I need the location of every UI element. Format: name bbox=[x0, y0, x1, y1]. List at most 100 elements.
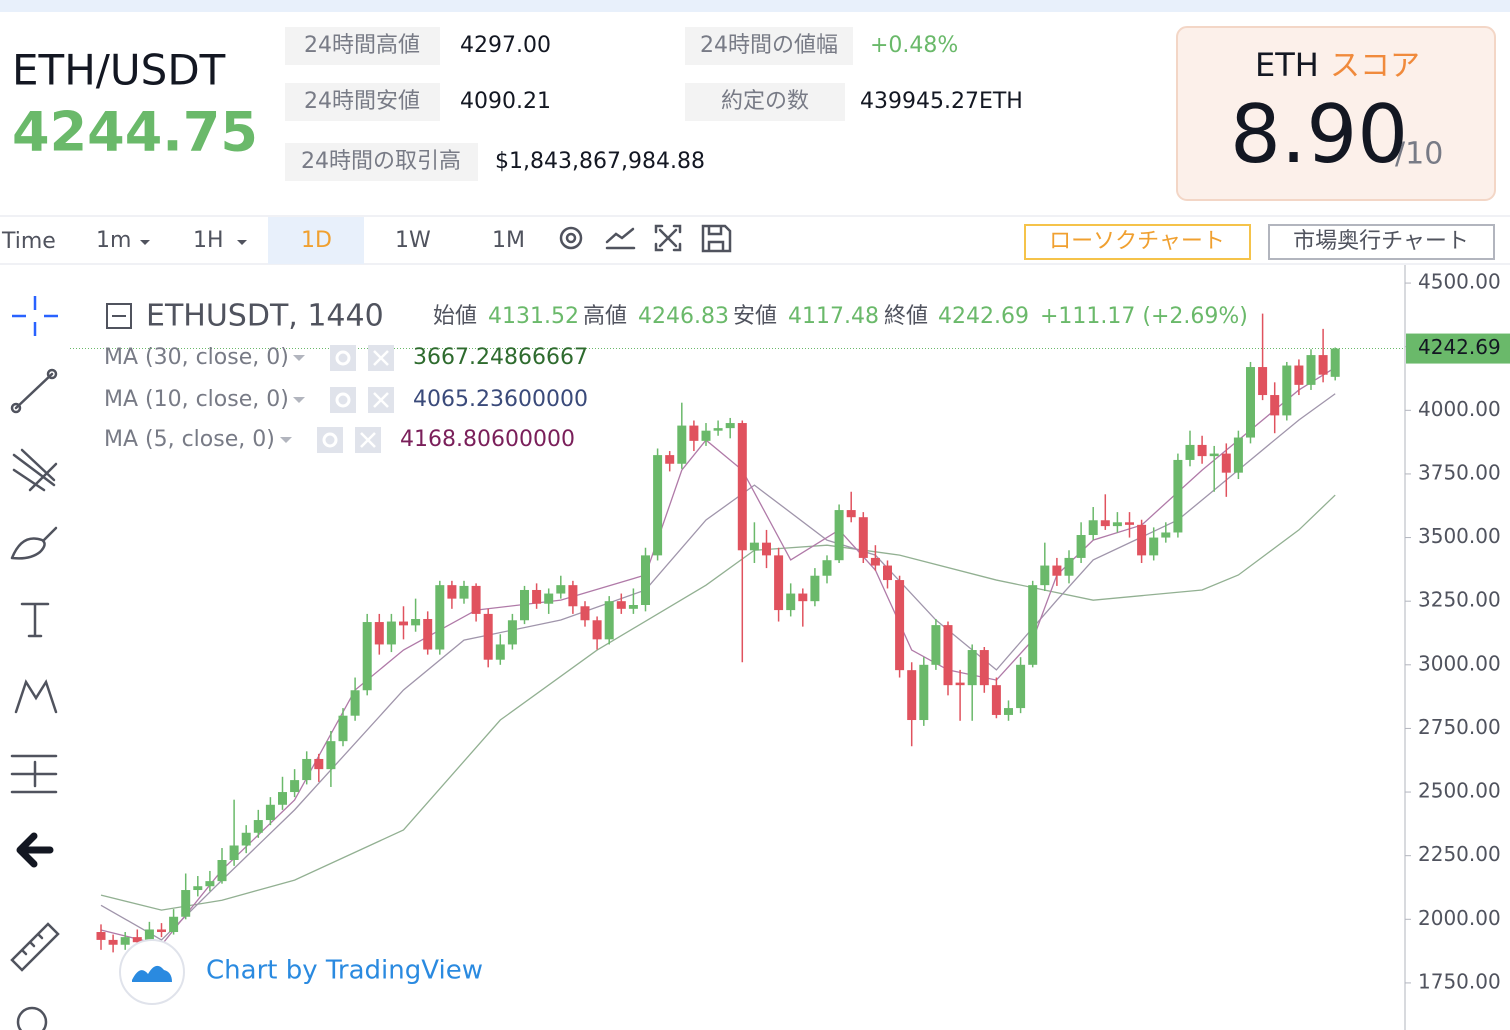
candle-chart-button[interactable] bbox=[1024, 224, 1251, 260]
y-tick-label: 1750.00 bbox=[1418, 969, 1501, 993]
fullscreen-icon[interactable] bbox=[654, 224, 682, 252]
candle-body bbox=[713, 428, 723, 431]
plot: 1750.00 2000.00 2250.00 2500.00 2750.00 3000.… bbox=[70, 270, 1510, 993]
interval[interactable]: 1D bbox=[301, 228, 332, 253]
button-label: 市場奥行チャート bbox=[1293, 229, 1469, 254]
ma-line bbox=[100, 393, 1336, 941]
stat-label: 24時間の値幅 bbox=[700, 33, 838, 58]
stat-box bbox=[685, 27, 853, 65]
interval[interactable]: 1H bbox=[193, 228, 224, 253]
candle-body bbox=[532, 589, 542, 604]
crosshair-tool[interactable] bbox=[12, 296, 58, 336]
zoom-tool[interactable] bbox=[16, 1006, 48, 1030]
candle-body bbox=[1221, 453, 1231, 473]
candle-body bbox=[653, 455, 663, 556]
button-label: ローソクチャート bbox=[1049, 229, 1225, 254]
ohlc-label: 終値 bbox=[884, 304, 928, 329]
settings-icon[interactable] bbox=[559, 226, 583, 250]
candle-body bbox=[302, 758, 312, 781]
price: 4244.75 bbox=[12, 101, 258, 164]
last-price-tag bbox=[1406, 333, 1510, 364]
stat-box bbox=[285, 83, 440, 121]
ruler-tool[interactable] bbox=[10, 922, 60, 972]
interval[interactable]: 1m bbox=[96, 228, 131, 253]
ma-settings[interactable] bbox=[330, 387, 356, 413]
candle-body bbox=[338, 715, 348, 742]
ohlc-value: 4246.83 bbox=[638, 304, 729, 329]
candle-body bbox=[1282, 365, 1292, 416]
candle-body bbox=[507, 620, 517, 645]
back-tool[interactable] bbox=[16, 832, 54, 868]
depth-chart-button[interactable] bbox=[1268, 224, 1495, 260]
fib-tool[interactable] bbox=[12, 448, 58, 492]
interval[interactable]: 1M bbox=[492, 228, 525, 253]
score-box bbox=[1176, 26, 1496, 201]
candle-body bbox=[1318, 355, 1328, 375]
stat-value: $1,843,867,984.88 bbox=[495, 149, 705, 174]
ohlc-label: 始値 bbox=[433, 304, 477, 329]
candle-body bbox=[1125, 522, 1134, 525]
candle-body bbox=[677, 425, 687, 464]
candle-body bbox=[520, 589, 529, 621]
candle-body bbox=[834, 510, 844, 561]
dropdown-caret bbox=[140, 240, 150, 245]
drawing-tools bbox=[10, 296, 60, 1030]
candle-body bbox=[181, 890, 191, 917]
attribution[interactable]: Chart by TradingView bbox=[206, 956, 483, 986]
candle-body bbox=[423, 618, 433, 650]
candle-body bbox=[907, 670, 917, 721]
ohlc-legend: 始値 4131.52 高値 4246.83 安値 4117.48 終値 4242.69 +111… bbox=[433, 304, 1248, 329]
candle-body bbox=[435, 585, 445, 650]
candle-body bbox=[1149, 537, 1159, 556]
pattern-tool[interactable] bbox=[14, 679, 58, 714]
candle-body bbox=[1016, 664, 1026, 709]
candle-body bbox=[96, 932, 106, 940]
candle-body bbox=[1052, 565, 1062, 576]
collapse-icon[interactable] bbox=[106, 303, 132, 329]
candle-body bbox=[108, 939, 118, 945]
interval[interactable]: 1W bbox=[395, 228, 431, 253]
ohlc-label: 高値 bbox=[583, 304, 627, 329]
line-tool-end bbox=[10, 402, 22, 414]
text-tool[interactable] bbox=[20, 602, 50, 638]
save-icon[interactable] bbox=[701, 224, 732, 253]
candle-body bbox=[786, 593, 796, 611]
indicator-icon[interactable] bbox=[605, 227, 635, 244]
candle-body bbox=[374, 622, 384, 645]
line-tool[interactable] bbox=[14, 372, 54, 410]
ma-settings[interactable] bbox=[330, 345, 356, 371]
candle-body bbox=[1161, 532, 1171, 538]
candle-body bbox=[495, 644, 505, 660]
stat-value: +0.48% bbox=[870, 33, 958, 58]
candle-body bbox=[1185, 444, 1195, 460]
stat-box bbox=[285, 143, 478, 181]
stat-value: 4297.00 bbox=[460, 33, 551, 58]
measure-tool[interactable] bbox=[10, 754, 58, 794]
dropdown-caret bbox=[293, 355, 305, 361]
y-tick-label: 4500.00 bbox=[1418, 270, 1501, 294]
candle-body bbox=[326, 741, 336, 770]
y-tick-label: 3250.00 bbox=[1418, 588, 1501, 612]
candle-body bbox=[265, 804, 275, 821]
active-interval-bg bbox=[268, 217, 364, 264]
candle-body bbox=[604, 601, 614, 640]
candle-body bbox=[1112, 522, 1122, 527]
candle-body bbox=[592, 620, 602, 640]
candle-body bbox=[1137, 524, 1147, 556]
candle-body bbox=[931, 625, 941, 665]
ma-name: MA (10, close, 0) bbox=[104, 387, 289, 412]
ma-settings-icon bbox=[335, 392, 351, 408]
candle-body bbox=[749, 542, 759, 551]
brush-tool[interactable] bbox=[10, 526, 58, 560]
ohlc-value: 4131.52 bbox=[488, 304, 579, 329]
candle-body bbox=[1294, 365, 1304, 385]
ma-line bbox=[100, 494, 1336, 911]
candle-body bbox=[822, 560, 832, 576]
y-tick-label: 3750.00 bbox=[1418, 460, 1501, 484]
candle-body bbox=[955, 682, 965, 686]
ma-settings[interactable] bbox=[317, 427, 343, 453]
candle-body bbox=[1088, 520, 1098, 536]
candle-body bbox=[132, 937, 142, 943]
